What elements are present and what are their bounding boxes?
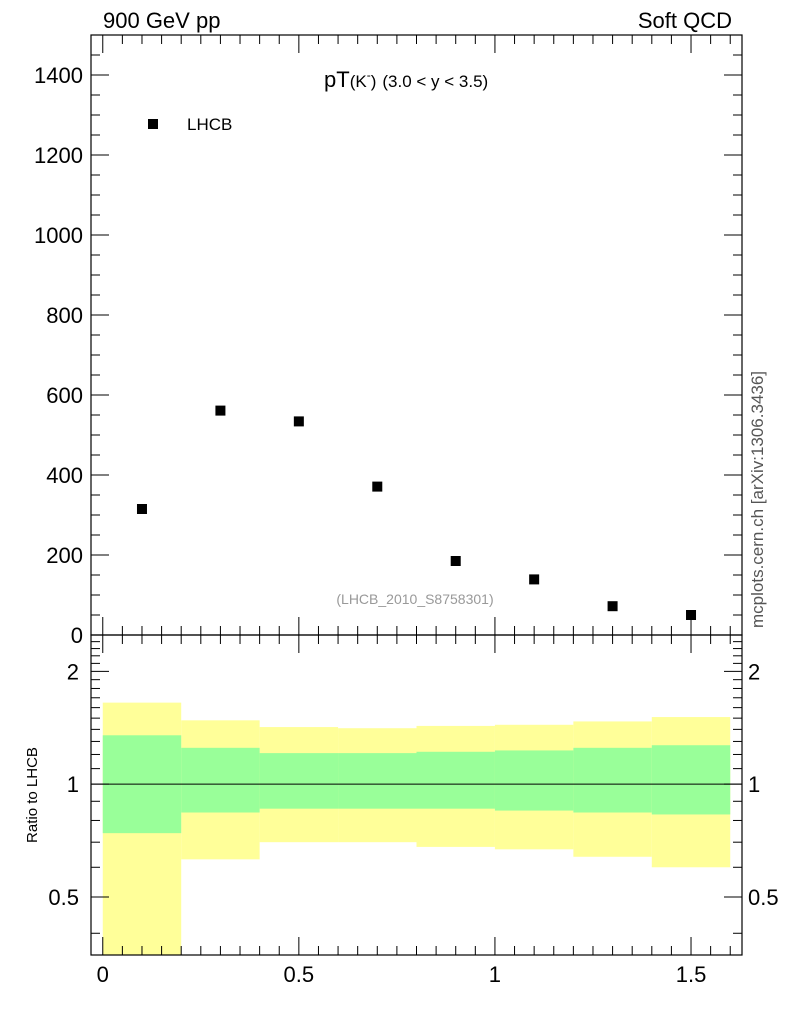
ratio-band-inner	[259, 753, 339, 809]
ratio-band-inner	[416, 751, 495, 809]
ratio-y-axis-label: Ratio to LHCB	[24, 747, 41, 843]
y-tick-label: 600	[46, 383, 83, 408]
y-tick-label: 1000	[34, 223, 83, 248]
header-left: 900 GeV pp	[103, 8, 220, 33]
data-point	[293, 416, 304, 427]
plot-title-particle: (K	[350, 72, 368, 91]
ratio-y-tick-label-right: 1	[748, 772, 760, 797]
lhcb-data-points	[136, 405, 697, 620]
x-tick-label: 1	[489, 962, 501, 987]
ratio-band-inner	[338, 753, 417, 809]
header-right: Soft QCD	[638, 8, 732, 33]
legend-label-lhcb: LHCB	[187, 115, 232, 134]
main-plot-panel: 0 200 400 600 800 1000 1200 1400 pT(K-) (3.0 < y…	[34, 34, 743, 648]
ratio-plot-ticks	[91, 635, 742, 955]
y-tick-label: 800	[46, 303, 83, 328]
ratio-band-inner	[573, 747, 652, 813]
plot-title-range: (3.0 < y < 3.5)	[382, 72, 488, 91]
main-plot-y-tick-labels: 0 200 400 600 800 1000 1200 1400	[34, 63, 83, 648]
ratio-y-tick-label-left: 1	[67, 772, 79, 797]
ratio-plot-panel: 0.5 0.5 1 1 2 2 0 0.5 1 1.5 Ratio to LHCB	[24, 634, 779, 987]
y-tick-label: 200	[46, 543, 83, 568]
x-tick-label: 1.5	[676, 962, 707, 987]
ratio-y-tick-label-right: 2	[748, 659, 760, 684]
plot-title-main: pT	[324, 67, 350, 92]
data-point	[686, 610, 697, 620]
plot-title-close: )	[371, 72, 377, 91]
ratio-bands	[102, 702, 731, 955]
analysis-id-annotation: (LHCB_2010_S8758301)	[336, 591, 493, 607]
ratio-band-inner	[494, 750, 574, 811]
data-point	[372, 481, 383, 492]
data-point	[529, 574, 540, 585]
x-tick-label: 0	[97, 962, 109, 987]
ratio-band-inner	[651, 745, 731, 815]
plot-title-sup: -	[367, 68, 371, 82]
data-point	[136, 504, 147, 514]
y-tick-label: 1400	[34, 63, 83, 88]
y-tick-label: 1200	[34, 143, 83, 168]
data-point	[450, 556, 461, 566]
ratio-band-inner	[181, 747, 260, 813]
ratio-y-tick-label-left: 0.5	[48, 885, 79, 910]
y-tick-label: 0	[71, 623, 83, 648]
ratio-y-tick-labels: 0.5 0.5 1 1 2 2	[48, 659, 778, 910]
data-point	[215, 405, 226, 416]
plot-title: pT(K-) (3.0 < y < 3.5)	[324, 67, 488, 92]
main-plot-ticks	[91, 34, 742, 636]
ratio-y-tick-label-left: 2	[67, 659, 79, 684]
ratio-y-tick-label-right: 0.5	[748, 885, 779, 910]
data-point	[607, 601, 618, 612]
x-tick-label: 0.5	[284, 962, 315, 987]
side-credit: mcplots.cern.ch [arXiv:1306.3436]	[748, 371, 767, 628]
legend-marker-lhcb	[148, 119, 158, 129]
ratio-x-tick-labels: 0 0.5 1 1.5	[97, 962, 707, 987]
y-tick-label: 400	[46, 463, 83, 488]
